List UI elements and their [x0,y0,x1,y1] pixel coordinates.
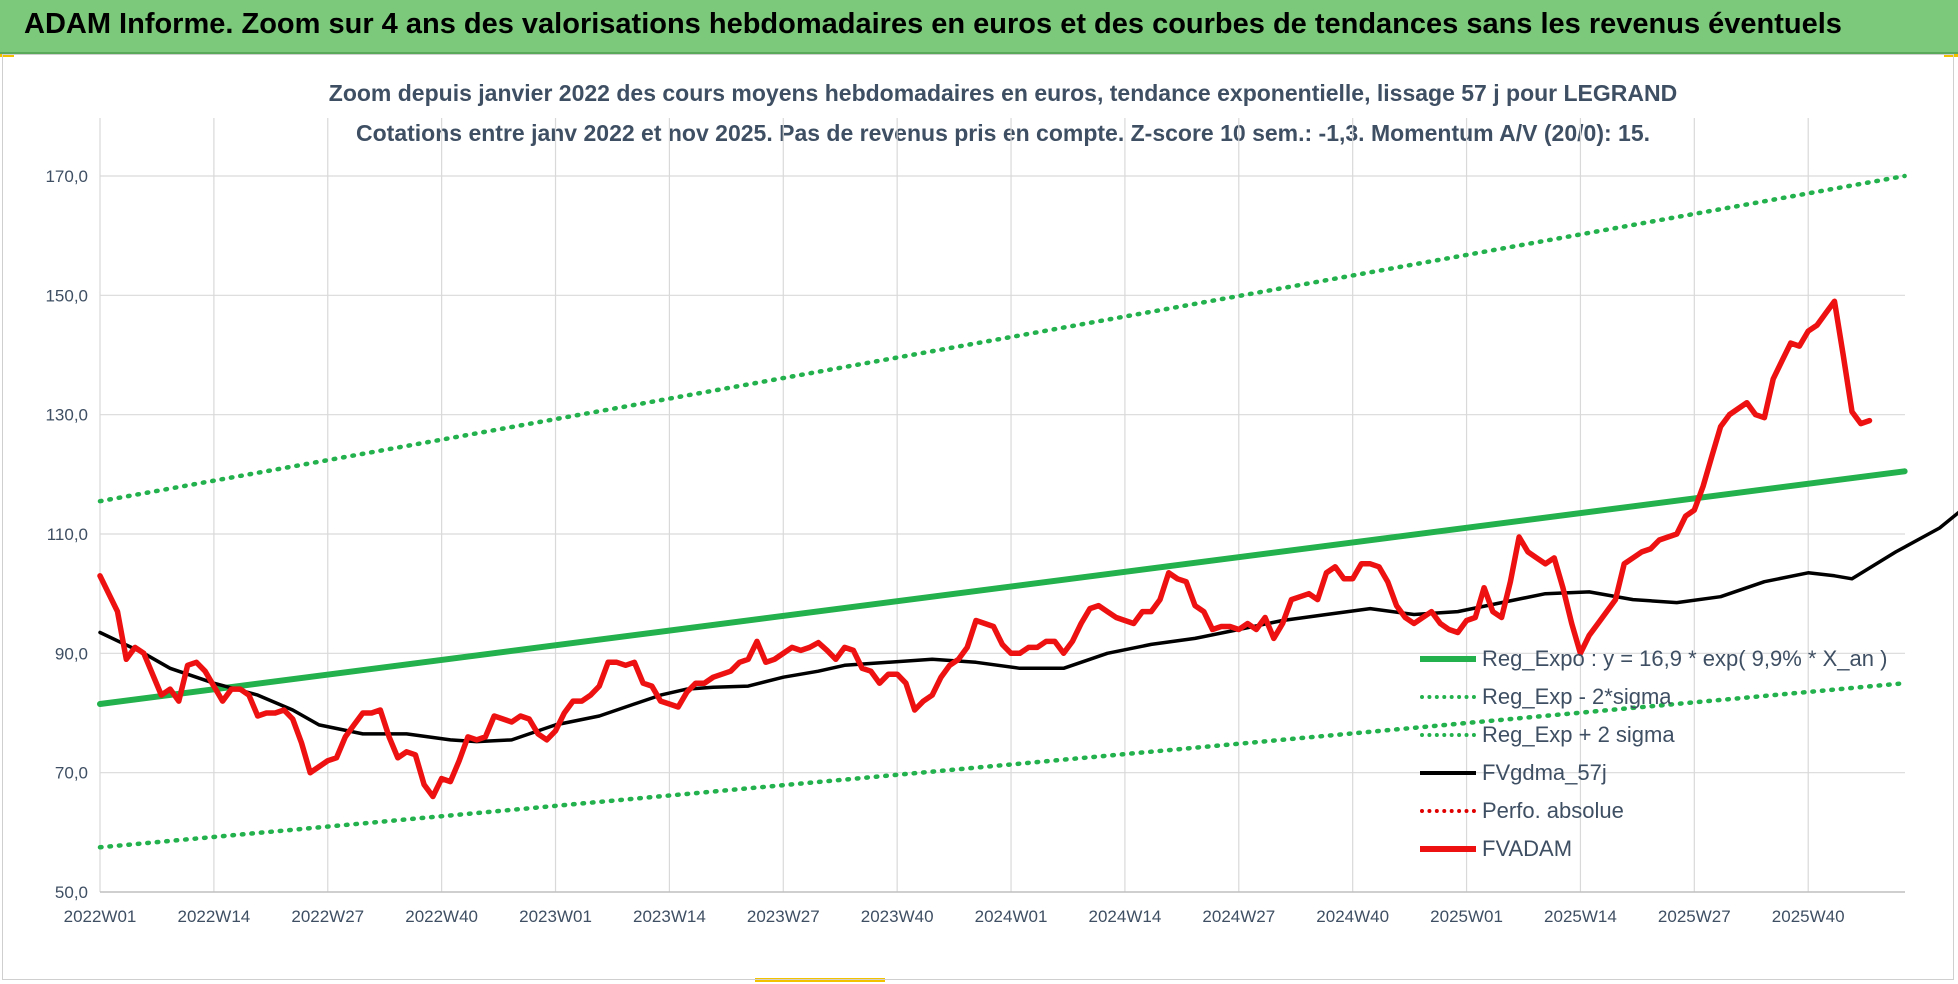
series-line-1 [97,680,1907,850]
x-tick-label: 2022W40 [405,907,478,926]
legend-item: FVADAM [1420,830,1920,868]
legend-swatch [1420,656,1476,662]
legend-label: Reg_Exp + 2 sigma [1482,722,1675,747]
legend-swatch [1420,808,1476,813]
legend-label: Reg_Exp - 2*sigma [1482,684,1672,709]
legend-item: Reg_Exp - 2*sigma [1420,678,1920,716]
y-tick-label: 130,0 [45,406,88,425]
x-tick-label: 2024W14 [1089,907,1162,926]
y-tick-label: 150,0 [45,286,88,305]
legend-swatch [1420,846,1476,853]
series-line-0 [97,468,1908,707]
series-line-3 [98,510,1958,744]
chart-series [97,173,1958,850]
legend-item: Perfo. absolue [1420,792,1920,830]
legend-label: FVgdma_57j [1482,760,1607,785]
x-tick-label: 2023W01 [519,907,592,926]
y-tick-label: 70,0 [55,764,88,783]
series-line-5 [97,298,1873,800]
legend-label: FVADAM [1482,836,1573,861]
corner-mark-top-left [0,54,14,57]
x-tick-label: 2025W14 [1544,907,1617,926]
x-tick-label: 2022W01 [64,907,137,926]
y-tick-label: 110,0 [47,525,88,544]
corner-mark-top-right [1944,54,1958,57]
x-axis-ticks: 2022W01 2022W14 2022W27 2022W40 2023W01 2023W… [64,907,1845,926]
y-tick-label: 90,0 [55,644,88,663]
y-axis-ticks: 50,0 70,0 90,0 110,0 130,0 150,0 170,0 [45,167,88,902]
legend-swatch [1420,732,1476,737]
legend-swatch [1420,771,1476,776]
report-title: ADAM Informe. Zoom sur 4 ans des valoris… [24,8,1842,40]
series-line-2 [97,173,1907,504]
legend-item: Reg_Expo : y = 16,9 * exp( 9,9% * X_an ) [1420,640,1920,678]
x-tick-label: 2024W01 [975,907,1048,926]
chart-grid [99,118,1905,892]
x-tick-label: 2022W27 [291,907,364,926]
chart-title: Zoom depuis janvier 2022 des cours moyen… [328,80,1678,106]
x-tick-label: 2023W40 [861,907,934,926]
x-tick-label: 2023W14 [633,907,706,926]
legend-item: Reg_Exp + 2 sigma [1420,716,1920,754]
x-tick-label: 2025W27 [1658,907,1731,926]
report-banner: ADAM Informe. Zoom sur 4 ans des valoris… [0,0,1958,54]
legend-label: Perfo. absolue [1482,798,1624,823]
chart-legend: Reg_Expo : y = 16,9 * exp( 9,9% * X_an )… [1420,640,1920,868]
x-tick-label: 2025W40 [1772,907,1845,926]
x-tick-label: 2025W01 [1430,907,1503,926]
legend-swatch [1420,694,1476,699]
x-tick-label: 2024W40 [1316,907,1389,926]
x-tick-label: 2022W14 [177,907,250,926]
x-tick-label: 2024W27 [1202,907,1275,926]
legend-label: Reg_Expo : y = 16,9 * exp( 9,9% * X_an ) [1482,646,1888,671]
chart-subtitle: Cotations entre janv 2022 et nov 2025. P… [356,120,1650,146]
corner-mark-bottom [755,978,885,982]
legend-item: FVgdma_57j [1420,754,1920,792]
y-tick-label: 50,0 [55,883,88,902]
y-tick-label: 170,0 [45,167,88,186]
x-tick-label: 2023W27 [747,907,820,926]
